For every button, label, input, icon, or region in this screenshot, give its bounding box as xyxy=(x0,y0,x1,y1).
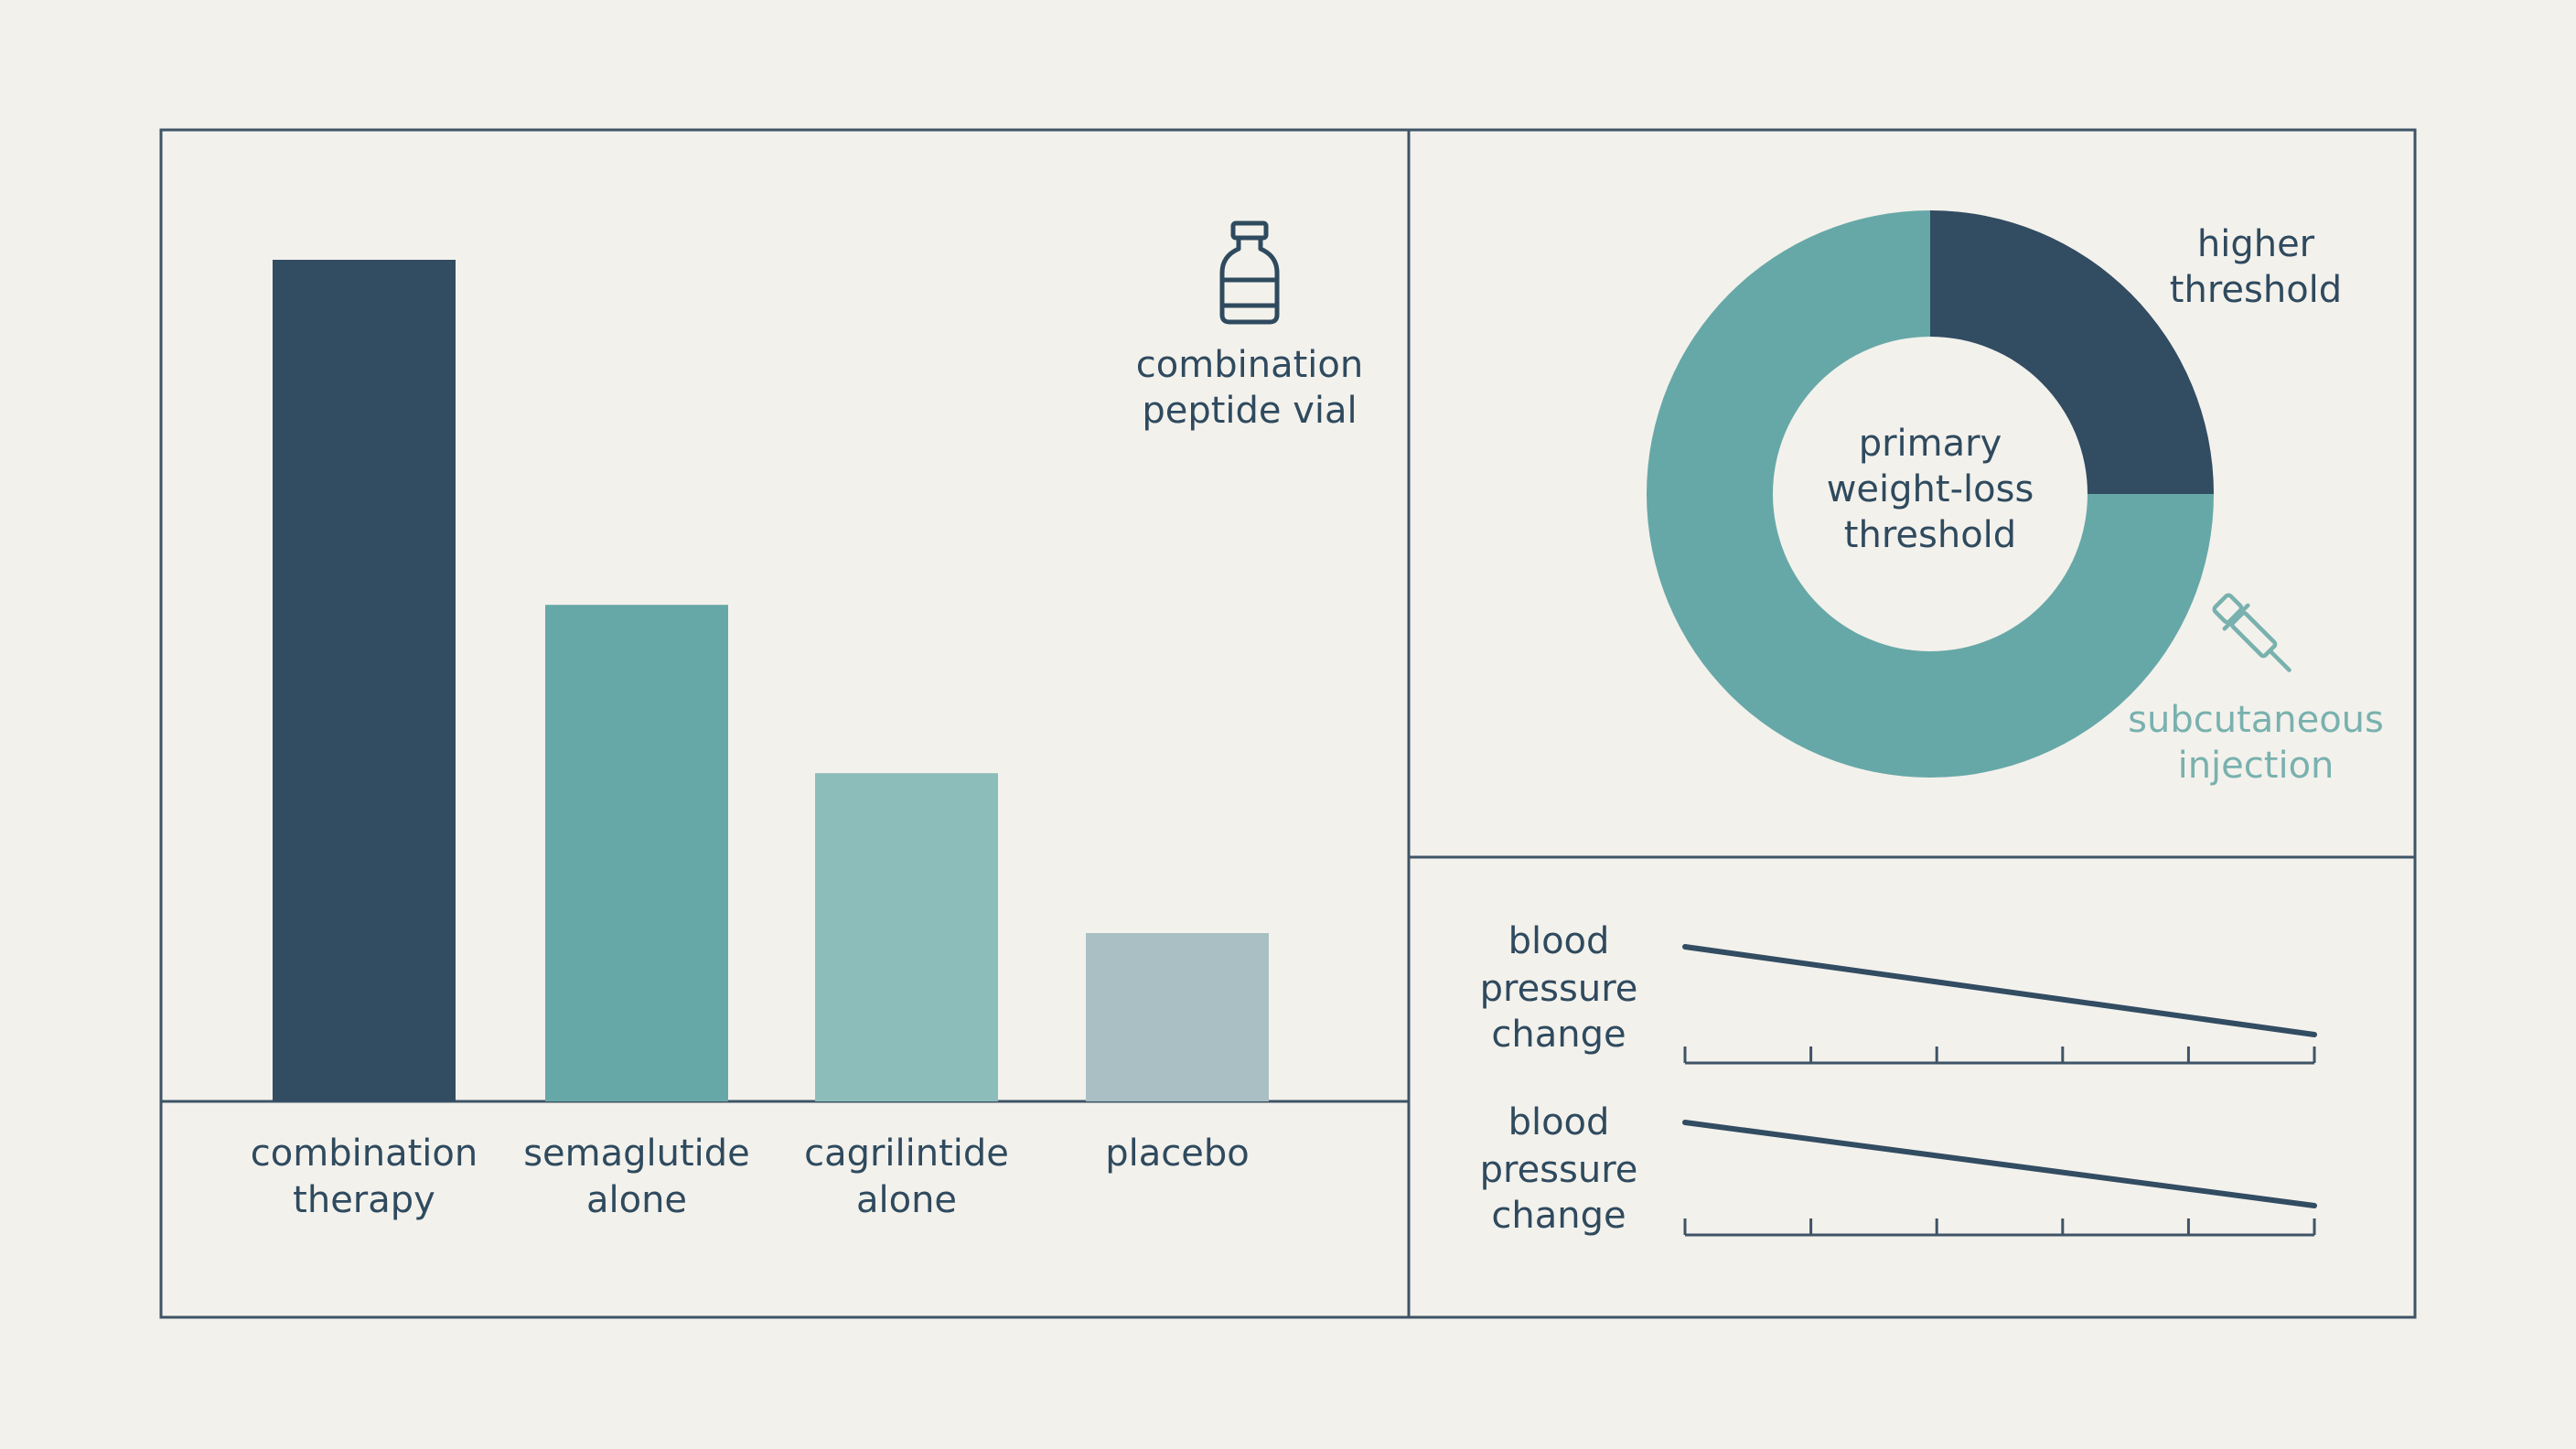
category-label-semaglutide-alone-line-1: semaglutide xyxy=(523,1132,750,1175)
donut-center-label-line-2: weight-loss xyxy=(1827,468,2034,510)
line-2-series xyxy=(1682,1120,2317,1208)
outer-border xyxy=(159,128,2417,1319)
line-chart-2: blood pressure change xyxy=(1480,1101,2317,1237)
line-2-ylabel-line-2: pressure xyxy=(1480,1149,1638,1191)
donut-slice-subcutaneous-injection xyxy=(1647,210,2214,778)
line-2-ylabel-line-3: change xyxy=(1491,1195,1626,1237)
line-chart-1: blood pressure change xyxy=(1480,920,2317,1065)
slice-label-subcutaneous-injection-line-2: injection xyxy=(2178,745,2334,787)
series-line xyxy=(1682,944,2317,1037)
category-labels: combinationtherapysemaglutidealonecagril… xyxy=(251,1132,1250,1221)
vial-annotation: combination peptide vial xyxy=(1136,220,1363,432)
donut-center-label-line-1: primary xyxy=(1859,423,2002,465)
donut-slice-higher-threshold xyxy=(1930,210,2214,494)
donut-center-label-line-3: threshold xyxy=(1844,514,2016,556)
line-1-ylabel-line-2: pressure xyxy=(1480,968,1638,1010)
dropper-syringe-icon xyxy=(2212,593,2292,672)
vial-label-line-2: peptide vial xyxy=(1142,390,1357,432)
vial-icon xyxy=(1219,220,1280,325)
bar-placebo xyxy=(1086,933,1269,1101)
category-label-combination-therapy-line-2: therapy xyxy=(293,1179,435,1221)
category-label-cagrilintide-alone-line-2: alone xyxy=(856,1179,957,1221)
bars xyxy=(273,260,1269,1101)
line-1-ylabel-line-3: change xyxy=(1491,1014,1626,1056)
bar-cagrilintide-alone xyxy=(815,773,998,1101)
line-2-ylabel-line-1: blood xyxy=(1508,1101,1610,1143)
category-label-semaglutide-alone-line-2: alone xyxy=(586,1179,687,1221)
vial-label-line-1: combination xyxy=(1136,344,1363,386)
series-line xyxy=(1682,1120,2317,1208)
category-label-combination-therapy-line-1: combination xyxy=(251,1132,478,1175)
bar-chart: combinationtherapysemaglutidealonecagril… xyxy=(251,220,1363,1221)
slice-label-higher-threshold-line-1: higher xyxy=(2197,223,2315,265)
donut-slices xyxy=(1647,210,2214,778)
donut-chart: primary weight-loss threshold higher thr… xyxy=(1647,210,2384,787)
slice-label-higher-threshold-line-2: threshold xyxy=(2170,269,2342,311)
line-1-x-axis xyxy=(1683,1046,2316,1065)
line-1-ylabel-line-1: blood xyxy=(1508,920,1610,962)
category-label-placebo-line-1: placebo xyxy=(1105,1132,1249,1175)
bar-semaglutide-alone xyxy=(545,605,728,1101)
bar-combination-therapy xyxy=(273,260,456,1101)
line-1-series xyxy=(1682,944,2317,1037)
slice-label-subcutaneous-injection-line-1: subcutaneous xyxy=(2128,699,2384,741)
line-2-x-axis xyxy=(1683,1218,2316,1237)
category-label-cagrilintide-alone-line-1: cagrilintide xyxy=(804,1132,1009,1175)
